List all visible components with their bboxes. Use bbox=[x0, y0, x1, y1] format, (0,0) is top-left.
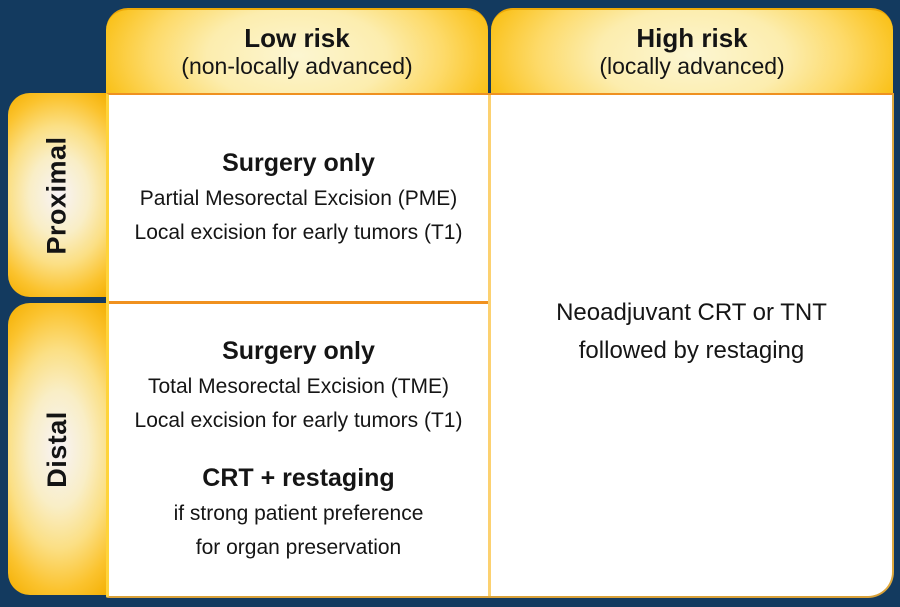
proximal-label: Proximal bbox=[41, 135, 72, 255]
low-risk-subtitle: (non-locally advanced) bbox=[181, 52, 413, 79]
cell-proximal-low-risk: Surgery only Partial Mesorectal Excision… bbox=[109, 95, 488, 301]
distal-low-heading: Surgery only bbox=[222, 336, 375, 365]
cell-high-risk: Neoadjuvant CRT or TNT followed by resta… bbox=[491, 95, 892, 596]
row-header-distal: Distal bbox=[8, 303, 106, 595]
content-panel bbox=[106, 93, 894, 598]
distal-low-line-2: Local excision for early tumors (T1) bbox=[134, 408, 463, 432]
proximal-low-heading: Surgery only bbox=[222, 148, 375, 177]
high-risk-line-1: Neoadjuvant CRT or TNT bbox=[556, 299, 827, 327]
row-divider-line bbox=[109, 301, 488, 304]
high-risk-title: High risk bbox=[636, 22, 748, 53]
distal-low-line-4: for organ preservation bbox=[195, 535, 402, 559]
column-header-low-risk: Low risk (non-locally advanced) bbox=[106, 8, 488, 93]
low-risk-title: Low risk bbox=[244, 22, 350, 53]
distal-low-line-1: Total Mesorectal Excision (TME) bbox=[147, 375, 450, 399]
distal-low-heading-2: CRT + restaging bbox=[202, 463, 395, 492]
high-risk-subtitle: (locally advanced) bbox=[599, 52, 785, 79]
cell-distal-low-risk: Surgery only Total Mesorectal Excision (… bbox=[109, 304, 488, 595]
distal-label: Distal bbox=[41, 410, 72, 488]
row-header-proximal: Proximal bbox=[8, 93, 106, 297]
column-divider-line bbox=[488, 95, 491, 596]
column-header-high-risk: High risk (locally advanced) bbox=[491, 8, 893, 93]
distal-low-line-3: if strong patient preference bbox=[173, 502, 424, 525]
proximal-low-line-1: Partial Mesorectal Excision (PME) bbox=[139, 187, 458, 211]
proximal-low-line-2: Local excision for early tumors (T1) bbox=[134, 220, 463, 244]
high-risk-line-2: followed by restaging bbox=[578, 336, 805, 364]
